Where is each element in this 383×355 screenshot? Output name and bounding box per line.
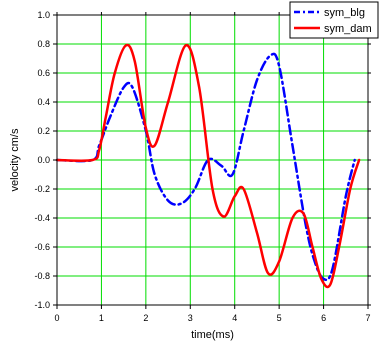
x-tick-label: 2 bbox=[143, 313, 148, 323]
y-tick-label: -0.2 bbox=[34, 184, 50, 194]
x-tick-label: 5 bbox=[277, 313, 282, 323]
legend-label-sym_blg: sym_blg bbox=[324, 7, 365, 19]
x-tick-label: 3 bbox=[188, 313, 193, 323]
x-tick-label: 7 bbox=[365, 313, 370, 323]
x-tick-label: 4 bbox=[232, 313, 237, 323]
axis-ticks: 0 1 2 3 4 5 6 7 1.0 0.8 0.6 0.4 0.2 0.0 -0.2 -0.4 -0.6 -0… bbox=[34, 10, 371, 323]
y-tick-label: 1.0 bbox=[37, 10, 50, 20]
legend-box bbox=[289, 1, 379, 39]
y-tick-label: -0.6 bbox=[34, 242, 50, 252]
legend: sym_blg sym_dam bbox=[289, 1, 379, 39]
y-tick-label: 0.2 bbox=[37, 126, 50, 136]
y-tick-label: 0.8 bbox=[37, 39, 50, 49]
y-tick-label: 0.4 bbox=[37, 97, 50, 107]
y-tick-label: 0.6 bbox=[37, 68, 50, 78]
x-tick-label: 0 bbox=[54, 313, 59, 323]
legend-label-sym_dam: sym_dam bbox=[324, 23, 372, 35]
y-tick-label: -0.8 bbox=[34, 271, 50, 281]
series-line-sym_blg bbox=[55, 52, 356, 282]
series-lines bbox=[55, 43, 361, 289]
y-tick-label: -0.4 bbox=[34, 213, 50, 223]
y-tick-label: -1.0 bbox=[34, 300, 50, 310]
x-tick-label: 1 bbox=[99, 313, 104, 323]
y-tick-label: 0.0 bbox=[37, 155, 50, 165]
x-axis-label: time(ms) bbox=[191, 329, 234, 341]
series-line-sym_dam bbox=[55, 43, 361, 289]
y-axis-label: velocity cm/s bbox=[9, 128, 21, 191]
x-tick-label: 6 bbox=[321, 313, 326, 323]
